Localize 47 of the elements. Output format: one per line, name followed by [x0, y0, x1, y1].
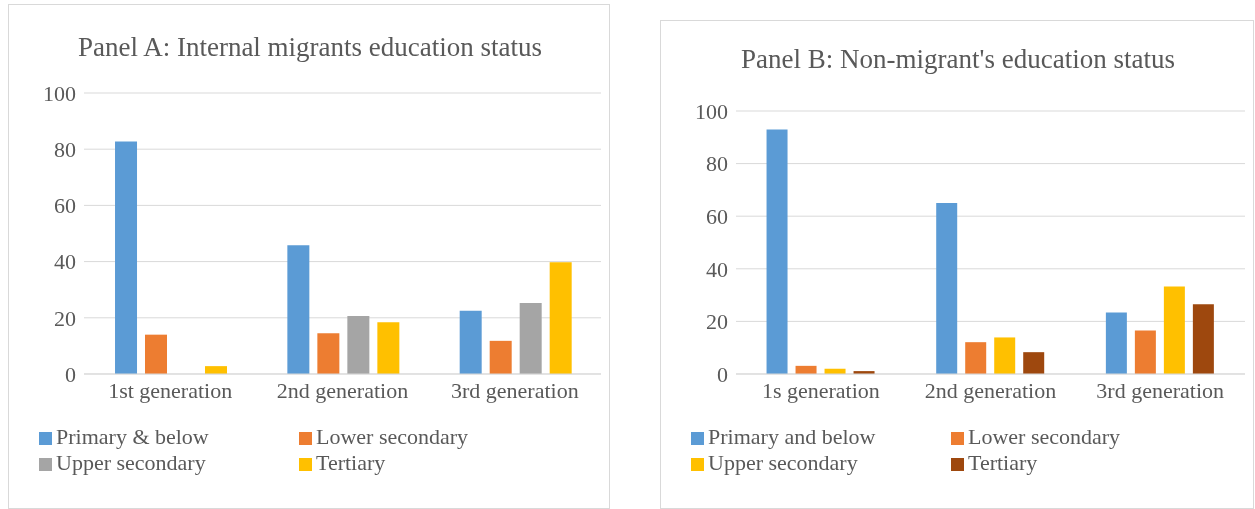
bar: [1192, 304, 1214, 374]
y-tick-label: 80: [54, 137, 76, 163]
legend-label: Primary and below: [708, 424, 876, 449]
y-tick-label: 20: [54, 305, 76, 331]
y-tick-label: 60: [54, 193, 76, 219]
bar: [1023, 352, 1045, 374]
y-tick-label: 40: [706, 256, 728, 282]
bar: [549, 262, 572, 374]
bar: [459, 310, 482, 374]
x-tick-label: 2nd generation: [924, 377, 1057, 403]
x-tick-label: 3rd generation: [451, 377, 579, 403]
bar: [1105, 312, 1127, 374]
y-tick-label: 0: [717, 361, 728, 387]
bar: [994, 337, 1016, 374]
bar: [1163, 286, 1185, 374]
legend-label: Upper secondary: [708, 450, 858, 475]
y-tick-label: 100: [43, 80, 76, 106]
y-tick-label: 20: [706, 309, 728, 335]
x-tick-label: 2nd generation: [276, 377, 409, 403]
legend-label: Lower secondary: [968, 424, 1121, 449]
bar: [347, 316, 370, 374]
y-tick-label: 80: [706, 151, 728, 177]
bar: [936, 203, 958, 374]
legend-label: Primary & below: [56, 424, 209, 449]
bar: [287, 245, 310, 374]
legend-label: Tertiary: [316, 450, 386, 475]
chart-title: Panel B: Non-migrant's education status: [740, 43, 1176, 76]
y-tick-label: 40: [54, 249, 76, 275]
x-tick-label: 1st generation: [108, 377, 233, 403]
bar: [317, 333, 340, 374]
y-tick-label: 60: [706, 204, 728, 230]
y-tick-label: 0: [65, 361, 76, 387]
bar: [519, 302, 542, 374]
legend-label: Lower secondary: [316, 424, 469, 449]
bar: [1134, 330, 1156, 374]
bar: [377, 322, 400, 374]
chart-title: Panel A: Internal migrants education status: [76, 31, 544, 64]
bar: [766, 129, 788, 374]
bar: [115, 141, 138, 374]
x-tick-label: 3rd generation: [1096, 377, 1224, 403]
legend-label: Tertiary: [968, 450, 1038, 475]
x-tick-label: 1s generation: [761, 377, 880, 403]
bar: [965, 342, 987, 374]
legend-label: Upper secondary: [56, 450, 206, 475]
bar: [489, 340, 512, 374]
y-tick-label: 100: [695, 98, 728, 124]
bar: [145, 334, 168, 374]
